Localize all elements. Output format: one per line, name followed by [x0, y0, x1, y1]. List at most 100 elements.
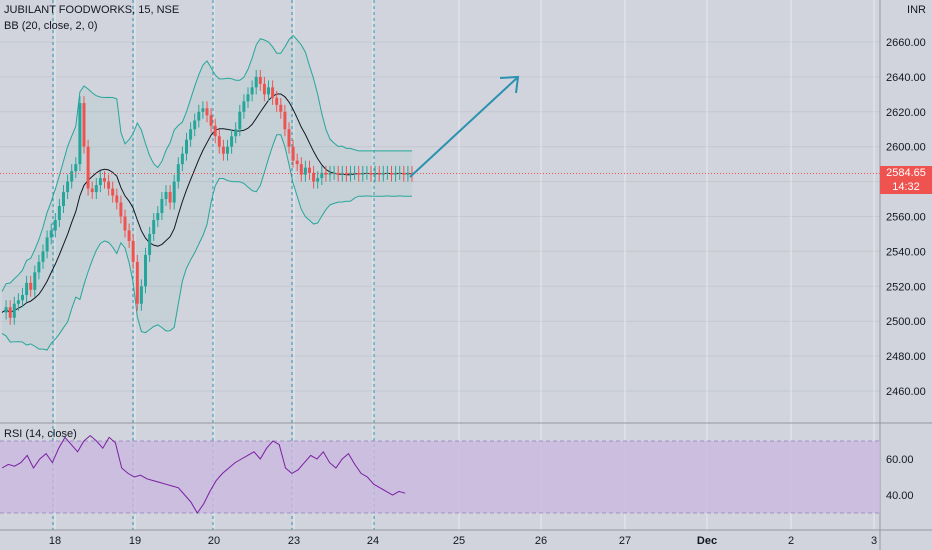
candle-body: [74, 164, 78, 172]
time-tick-label: 27: [619, 535, 631, 547]
candle-body: [205, 108, 209, 116]
candle-body: [258, 76, 262, 84]
candle-body: [320, 172, 324, 179]
candle-body: [115, 195, 119, 203]
candle-body: [70, 171, 74, 182]
candle-body: [234, 129, 238, 137]
candle-body: [180, 153, 184, 165]
candle-body: [254, 76, 258, 88]
candle-body: [29, 282, 33, 290]
candle-body: [312, 172, 316, 182]
symbol-legend[interactable]: JUBILANT FOODWORKS, 15, NSE: [4, 4, 180, 16]
candle-body: [57, 206, 61, 220]
time-tick-label: 3: [871, 535, 877, 547]
candle-body: [349, 172, 352, 175]
candle-body: [176, 164, 180, 182]
candle-body: [148, 233, 152, 255]
candle-body: [8, 307, 12, 318]
last-price-tag: 2584.65: [880, 166, 932, 180]
time-tick-label: 19: [129, 535, 141, 547]
candle-body: [291, 146, 295, 161]
candle-body: [381, 172, 385, 175]
rsi-band-fill: [0, 441, 880, 513]
candle-body: [90, 188, 94, 193]
candle-body: [131, 240, 135, 262]
candle-body: [107, 181, 111, 189]
candle-body: [123, 216, 127, 231]
rsi-indicator-legend[interactable]: RSI (14, close): [4, 428, 77, 440]
time-tick-label: Dec: [697, 535, 717, 547]
time-tick-label: 23: [288, 535, 300, 547]
candle-body: [82, 103, 86, 147]
candle-body: [250, 87, 254, 95]
candle-body: [119, 202, 123, 217]
candle-body: [242, 101, 246, 112]
projection-arrow-head: [499, 75, 520, 94]
price-tick-label: 2560.00: [886, 212, 926, 224]
candle-body: [201, 108, 205, 112]
time-tick-label: 25: [453, 535, 465, 547]
candle-body: [246, 94, 250, 102]
candle-body: [197, 111, 201, 121]
candle-body: [66, 181, 70, 193]
time-tick-label: 20: [208, 535, 220, 547]
time-tick-label: 26: [535, 535, 547, 547]
candle-body: [144, 254, 147, 287]
candle-body: [127, 230, 131, 241]
candle-body: [21, 295, 24, 301]
bollinger-band-fill: [2, 35, 412, 351]
candle-body: [53, 219, 57, 231]
candle-body: [41, 251, 45, 262]
candle-body: [16, 300, 20, 304]
price-tick-label: 2500.00: [886, 316, 926, 328]
price-tick-label: 2660.00: [886, 37, 926, 49]
candle-body: [279, 104, 283, 112]
candle-body: [283, 111, 287, 130]
candle-body: [324, 172, 328, 175]
candle-body: [49, 230, 53, 238]
candle-body: [160, 199, 164, 214]
candle-body: [271, 87, 275, 98]
bollinger-upper-band: [1, 34, 412, 292]
price-tick-label: 2520.00: [886, 281, 926, 293]
candle-body: [316, 178, 320, 182]
candle-body: [336, 172, 340, 175]
candle-body: [262, 83, 266, 95]
candle-body: [377, 172, 381, 175]
candle-body: [402, 172, 406, 175]
rsi-tick-label: 40.00: [886, 490, 914, 502]
candle-body: [308, 167, 311, 173]
candle-body: [295, 160, 299, 165]
currency-label: INR: [907, 4, 926, 16]
candle-body: [4, 307, 8, 313]
price-tick-label: 2620.00: [886, 107, 926, 119]
candle-body: [217, 136, 221, 147]
candle-body: [344, 172, 348, 175]
candle-body: [12, 303, 16, 318]
candle-body: [275, 97, 279, 105]
projection-arrow-line: [409, 76, 519, 178]
candle-body: [78, 103, 82, 165]
rsi-line: [1, 434, 406, 514]
price-tick-label: 2540.00: [886, 246, 926, 258]
candle-body: [213, 125, 217, 137]
candle-body: [221, 146, 225, 154]
candle-body: [168, 192, 172, 203]
candle-body: [303, 167, 307, 175]
candle-body: [287, 129, 291, 147]
bollinger-lower-band: [1, 134, 412, 351]
candle-body: [357, 172, 361, 175]
candle-body: [172, 181, 176, 203]
candle-body: [33, 272, 37, 290]
candle-body: [86, 146, 90, 189]
candle-body: [62, 192, 65, 207]
time-tick-label: 24: [367, 535, 379, 547]
price-tick-label: 2480.00: [886, 351, 926, 363]
candle-body: [361, 172, 365, 175]
candle-body: [111, 188, 115, 196]
countdown-tag: 14:32: [880, 180, 932, 194]
bb-indicator-legend[interactable]: BB (20, close, 2, 0): [4, 20, 98, 32]
candle-body: [94, 185, 98, 193]
